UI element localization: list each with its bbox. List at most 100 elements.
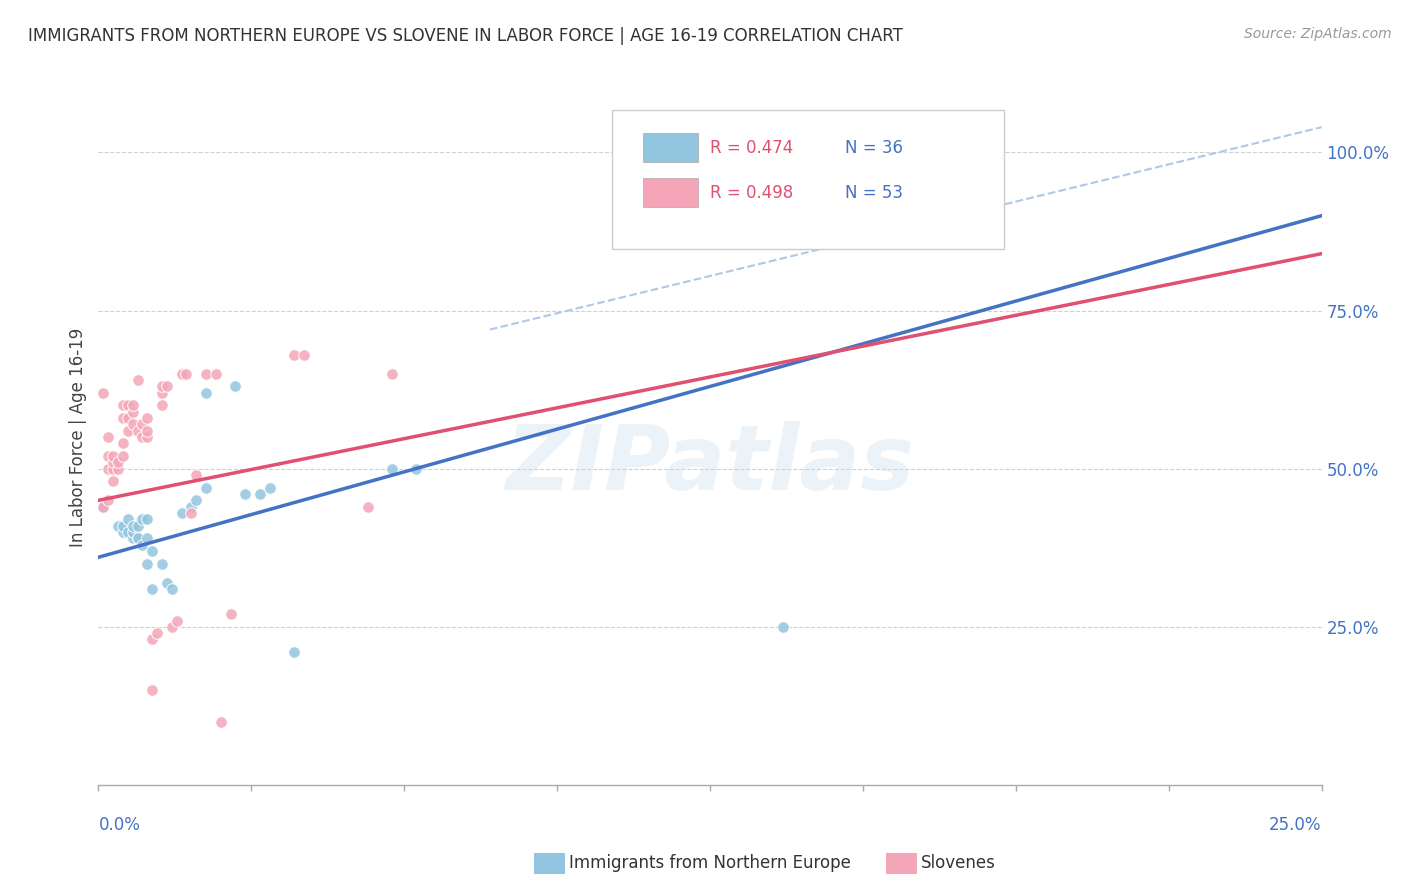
- Point: [146, 626, 169, 640]
- Text: Immigrants from Northern Europe: Immigrants from Northern Europe: [569, 855, 851, 872]
- Point: [111, 518, 134, 533]
- Point: [121, 524, 143, 539]
- Point: [156, 575, 179, 590]
- Y-axis label: In Labor Force | Age 16-19: In Labor Force | Age 16-19: [69, 327, 87, 547]
- Point: [186, 493, 208, 508]
- Point: [772, 620, 794, 634]
- Point: [136, 557, 159, 571]
- Point: [97, 461, 120, 475]
- Point: [205, 367, 228, 381]
- Point: [101, 461, 124, 475]
- Point: [117, 411, 139, 425]
- Point: [219, 607, 242, 622]
- FancyBboxPatch shape: [612, 110, 1004, 249]
- Point: [97, 430, 120, 444]
- Point: [107, 455, 129, 469]
- Point: [121, 399, 143, 413]
- Point: [101, 449, 124, 463]
- Point: [156, 379, 179, 393]
- Point: [136, 430, 159, 444]
- Point: [160, 582, 183, 596]
- Point: [405, 461, 427, 475]
- Text: Slovenes: Slovenes: [921, 855, 995, 872]
- Point: [136, 512, 159, 526]
- Point: [131, 512, 153, 526]
- Point: [111, 524, 134, 539]
- Point: [127, 424, 149, 438]
- Point: [131, 417, 153, 432]
- Point: [141, 582, 163, 596]
- Point: [186, 468, 208, 483]
- Point: [101, 475, 124, 489]
- Point: [111, 436, 134, 450]
- Point: [127, 373, 149, 387]
- Text: 0.0%: 0.0%: [98, 816, 141, 834]
- Point: [131, 430, 153, 444]
- Point: [127, 531, 149, 545]
- Point: [356, 500, 378, 514]
- Point: [283, 645, 305, 659]
- Text: Source: ZipAtlas.com: Source: ZipAtlas.com: [1244, 27, 1392, 41]
- Point: [97, 493, 120, 508]
- Point: [845, 145, 868, 160]
- Point: [381, 367, 404, 381]
- Point: [121, 417, 143, 432]
- Point: [195, 481, 218, 495]
- Bar: [643, 178, 697, 208]
- Point: [176, 367, 198, 381]
- Text: N = 53: N = 53: [845, 184, 903, 202]
- Bar: [643, 133, 697, 162]
- Point: [195, 385, 218, 400]
- Point: [117, 399, 139, 413]
- Point: [131, 538, 153, 552]
- Point: [150, 557, 173, 571]
- Point: [160, 620, 183, 634]
- Point: [117, 512, 139, 526]
- Point: [127, 531, 149, 545]
- Point: [209, 714, 232, 729]
- Point: [170, 506, 193, 520]
- Point: [121, 531, 143, 545]
- Text: IMMIGRANTS FROM NORTHERN EUROPE VS SLOVENE IN LABOR FORCE | AGE 16-19 CORRELATIO: IMMIGRANTS FROM NORTHERN EUROPE VS SLOVE…: [28, 27, 903, 45]
- Point: [170, 367, 193, 381]
- Point: [136, 531, 159, 545]
- Point: [141, 683, 163, 698]
- Point: [141, 632, 163, 647]
- Text: R = 0.498: R = 0.498: [710, 184, 793, 202]
- Point: [117, 524, 139, 539]
- Text: ZIPatlas: ZIPatlas: [506, 421, 914, 509]
- Point: [224, 379, 246, 393]
- Point: [127, 518, 149, 533]
- Point: [233, 487, 256, 501]
- Point: [121, 405, 143, 419]
- Point: [97, 449, 120, 463]
- Point: [180, 500, 202, 514]
- Point: [107, 461, 129, 475]
- Point: [111, 399, 134, 413]
- Point: [111, 411, 134, 425]
- Point: [259, 481, 281, 495]
- Point: [91, 385, 114, 400]
- Point: [845, 145, 868, 160]
- Point: [150, 379, 173, 393]
- Point: [107, 518, 129, 533]
- Point: [195, 367, 218, 381]
- Point: [870, 145, 893, 160]
- Point: [111, 449, 134, 463]
- Text: N = 36: N = 36: [845, 138, 903, 157]
- Point: [121, 518, 143, 533]
- Point: [136, 424, 159, 438]
- Text: R = 0.474: R = 0.474: [710, 138, 793, 157]
- Point: [283, 348, 305, 362]
- Point: [381, 461, 404, 475]
- Point: [860, 145, 883, 160]
- Point: [180, 506, 202, 520]
- Point: [150, 385, 173, 400]
- Point: [136, 411, 159, 425]
- Point: [101, 455, 124, 469]
- Point: [249, 487, 271, 501]
- Point: [91, 500, 114, 514]
- Point: [166, 614, 188, 628]
- Point: [150, 399, 173, 413]
- Point: [141, 544, 163, 558]
